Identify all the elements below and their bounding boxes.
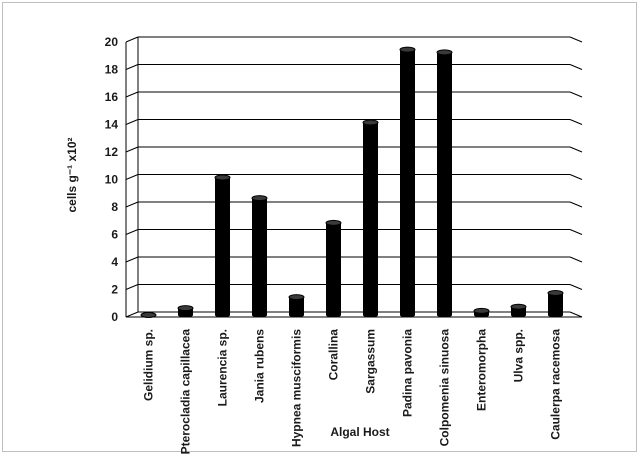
chart-frame: [2, 2, 637, 452]
x-tick-label: Caulerpa racemosa: [549, 329, 563, 440]
bar: [547, 290, 564, 318]
y-tick-label: 12: [105, 145, 119, 159]
bar: [362, 119, 379, 318]
bar-base: [178, 312, 193, 318]
bar-base: [252, 312, 267, 318]
bar-top: [362, 119, 379, 126]
gridline-side: [125, 174, 139, 180]
bar-base: [326, 312, 341, 318]
y-tick-label: 8: [111, 200, 118, 214]
x-tick-label: Colpomenia sinuosa: [438, 329, 452, 447]
bar: [399, 46, 416, 318]
gridline-edge: [569, 174, 583, 180]
x-tick-labels: Gelidium sp. Pterocladia capillacea Lauren…: [142, 329, 563, 455]
bar-body: [178, 308, 193, 315]
gridline-edge: [569, 146, 583, 153]
y-tick-label: 2: [111, 283, 118, 297]
x-tick-label: Padina pavonia: [401, 329, 415, 417]
bar-base: [437, 312, 452, 318]
gridline-side: [125, 229, 139, 235]
gridline-side: [125, 311, 139, 318]
x-tick-label: Jania rubens: [253, 329, 267, 403]
bar: [251, 195, 268, 318]
bar-top: [510, 303, 527, 310]
gridline-side: [125, 36, 139, 43]
gridline-side: [125, 256, 139, 263]
gridline-edge: [569, 256, 583, 263]
gridline-side: [125, 201, 139, 208]
gridline-side: [125, 119, 139, 125]
gridline-edge: [569, 201, 583, 208]
bar-body: [289, 297, 304, 315]
x-tick-label: Pterocladia capillacea: [179, 329, 193, 455]
bar-body: [252, 198, 267, 315]
x-tick-label: Ulva spp.: [512, 329, 526, 382]
gridline-edge: [569, 284, 583, 290]
gridline-side: [125, 64, 139, 70]
gridline-side: [125, 91, 139, 98]
x-tick-label: Gelidium sp.: [142, 329, 156, 401]
bar-top: [288, 294, 305, 301]
y-tick-label: 20: [105, 35, 119, 49]
grid-lines: [125, 36, 583, 318]
bar-top: [547, 290, 564, 296]
bar-top: [177, 305, 194, 312]
gridline-edge: [569, 64, 583, 70]
y-axis-title: cells g⁻¹ x10²: [65, 137, 79, 212]
bar: [140, 312, 157, 318]
bar-body: [363, 122, 378, 315]
bar-base: [215, 312, 230, 318]
gridline-edge: [569, 119, 583, 125]
gridline-edge: [569, 311, 583, 318]
bar: [510, 303, 527, 318]
bar-body: [400, 49, 415, 315]
bar-base: [548, 312, 563, 318]
x-tick-label: Enteromorpha: [475, 329, 489, 411]
bar-body: [437, 52, 452, 315]
y-tick-labels: 0 2 4 6 8 10 12 14 16 18 20: [105, 35, 119, 324]
bar-base: [400, 312, 415, 318]
bar-base: [511, 312, 526, 318]
gridline-side: [125, 146, 139, 153]
bar-body: [548, 293, 563, 315]
bar-top: [214, 174, 231, 181]
bar: [214, 174, 231, 318]
bar-top: [140, 312, 157, 318]
y-tick-label: 18: [105, 63, 119, 77]
x-tick-label: Sargassum: [364, 329, 378, 394]
y-tick-label: 4: [111, 255, 118, 269]
bar: [436, 49, 453, 318]
x-tick-label: Corallina: [327, 329, 341, 381]
y-tick-label: 0: [111, 310, 118, 324]
gridline-edge: [569, 36, 583, 43]
bar-top: [325, 219, 342, 226]
bar-top: [251, 195, 268, 202]
bar-body: [511, 306, 526, 315]
gridline-edge: [569, 91, 583, 98]
bar-top: [436, 49, 453, 56]
x-tick-label: Hypnea musciformis: [290, 329, 304, 447]
bar: [325, 219, 342, 318]
y-tick-label: 6: [111, 228, 118, 242]
gridline-side: [125, 284, 139, 290]
bar-top: [473, 307, 490, 314]
bars: [140, 46, 564, 318]
bar-body: [215, 177, 230, 315]
y-tick-label: 16: [105, 90, 119, 104]
bar-top: [399, 46, 416, 53]
x-axis-title: Algal Host: [330, 425, 389, 439]
gridline-edge: [569, 229, 583, 235]
bar: [473, 307, 490, 318]
x-tick-label: Laurencia sp.: [216, 329, 230, 406]
bar: [177, 305, 194, 318]
bar-base: [289, 312, 304, 318]
y-tick-label: 10: [105, 173, 119, 187]
y-tick-label: 14: [105, 118, 119, 132]
bar-base: [363, 312, 378, 318]
bar-body: [326, 222, 341, 315]
bar: [288, 294, 305, 318]
bar-base: [474, 312, 489, 318]
